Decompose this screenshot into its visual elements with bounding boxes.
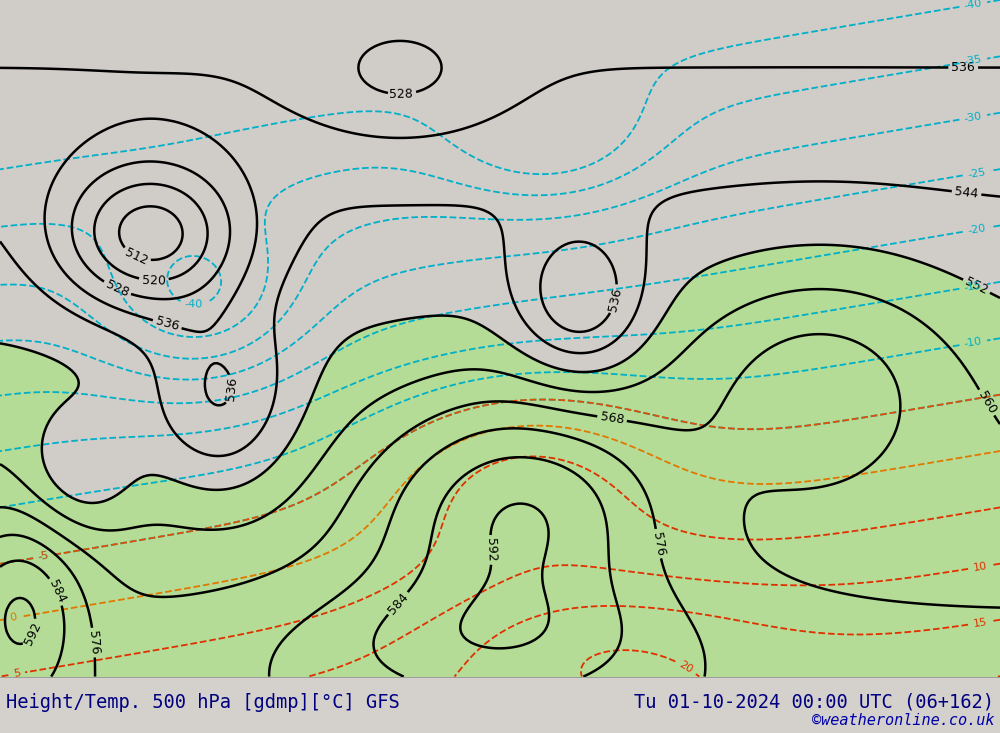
Text: 512: 512 [123, 246, 150, 268]
Text: 536: 536 [224, 377, 239, 402]
Text: 528: 528 [389, 87, 413, 100]
Text: 576: 576 [86, 630, 101, 655]
Text: -35: -35 [964, 54, 983, 67]
Text: 584: 584 [385, 590, 411, 616]
Text: -20: -20 [967, 223, 986, 236]
Text: 592: 592 [22, 620, 44, 647]
Text: 15: 15 [972, 617, 988, 629]
Text: 584: 584 [46, 578, 68, 605]
Text: 536: 536 [951, 61, 975, 74]
Text: 560: 560 [975, 389, 998, 416]
Text: 0: 0 [9, 612, 18, 624]
Text: -10: -10 [964, 336, 983, 349]
Text: -25: -25 [967, 166, 986, 180]
Text: 592: 592 [484, 538, 498, 562]
Text: 536: 536 [154, 314, 180, 334]
Text: 576: 576 [650, 531, 667, 556]
Text: -5: -5 [37, 550, 50, 562]
Text: 568: 568 [599, 410, 625, 427]
Text: 10: 10 [972, 561, 988, 573]
Text: -15: -15 [964, 280, 983, 293]
Text: 536: 536 [606, 286, 624, 312]
Text: 5: 5 [12, 668, 21, 679]
Text: -5: -5 [37, 550, 50, 562]
Text: Height/Temp. 500 hPa [gdmp][°C] GFS: Height/Temp. 500 hPa [gdmp][°C] GFS [6, 693, 400, 712]
Text: ©weatheronline.co.uk: ©weatheronline.co.uk [812, 713, 994, 728]
Text: Tu 01-10-2024 00:00 UTC (06+162): Tu 01-10-2024 00:00 UTC (06+162) [634, 693, 994, 712]
Text: 520: 520 [142, 273, 166, 287]
Text: -30: -30 [964, 111, 983, 124]
Text: 552: 552 [963, 275, 990, 298]
Text: 544: 544 [954, 185, 979, 201]
Text: -40: -40 [963, 0, 983, 11]
Text: 20: 20 [677, 659, 695, 675]
Text: 528: 528 [103, 278, 131, 300]
Text: -40: -40 [185, 300, 203, 310]
